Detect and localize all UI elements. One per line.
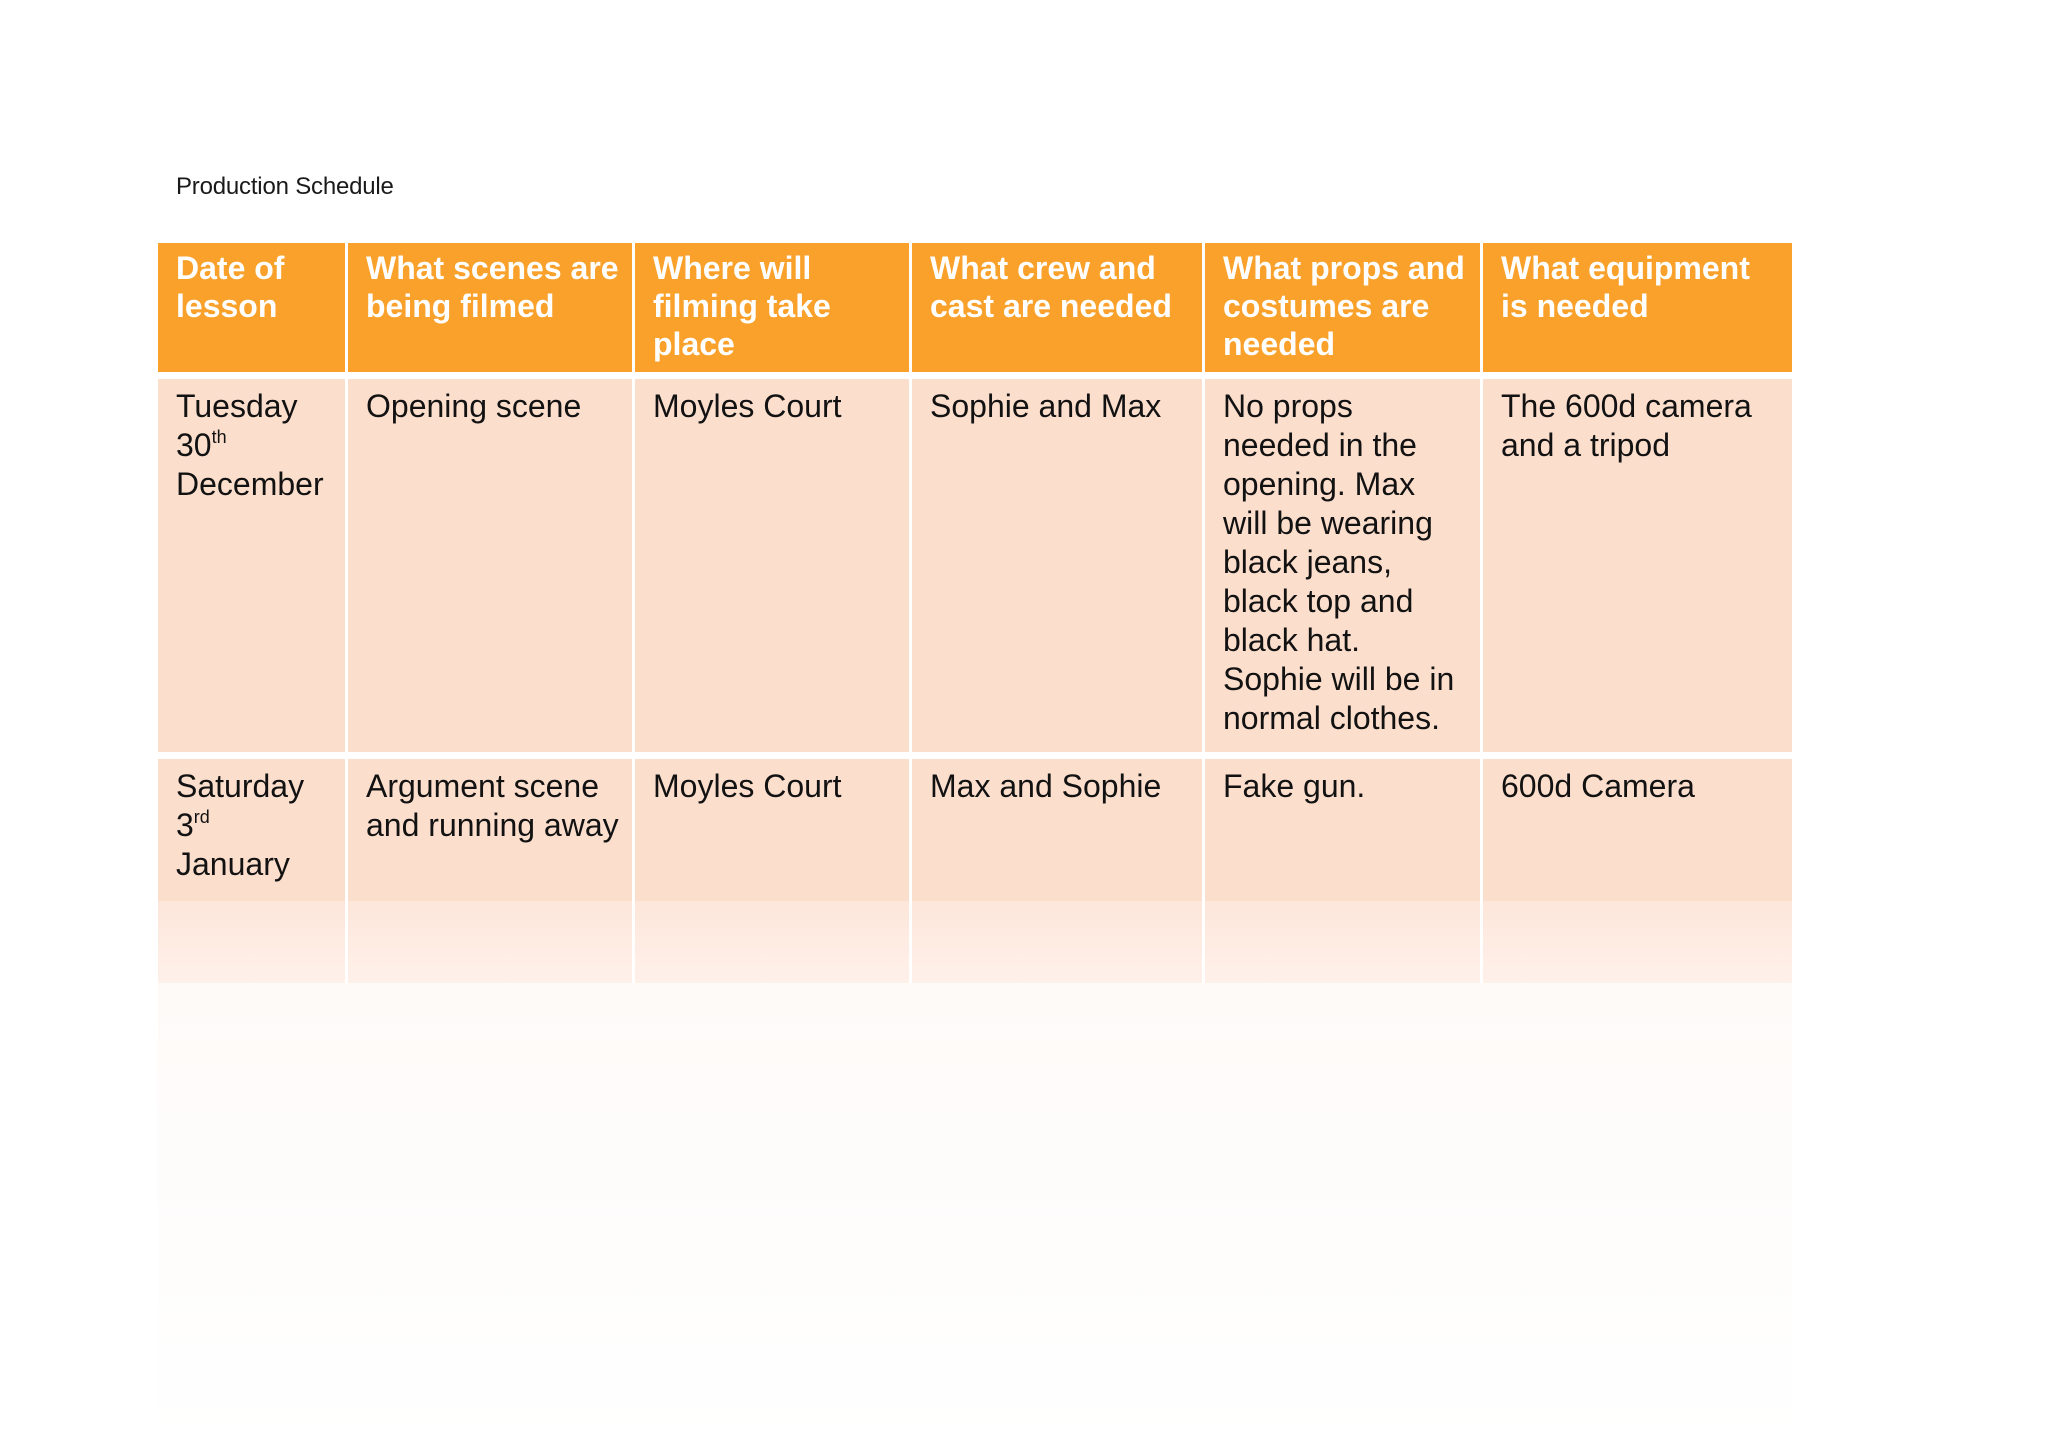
cell-empty <box>348 901 635 983</box>
table-row: Saturday 3rd January Argument scene and ru… <box>158 759 1792 901</box>
cell-scene: Opening scene <box>348 379 635 759</box>
cell-props: No props needed in the opening. Max will… <box>1205 379 1483 759</box>
cell-date: Tuesday 30th December <box>158 379 348 759</box>
cell-crew: Max and Sophie <box>912 759 1205 901</box>
cell-empty <box>912 901 1205 983</box>
cell-equipment: The 600d camera and a tripod <box>1483 379 1792 759</box>
document-title: Production Schedule <box>176 173 394 200</box>
table-reflection <box>158 980 1792 1448</box>
cell-empty <box>1483 901 1792 983</box>
production-schedule-table: Date of lesson What scenes are being fil… <box>158 243 1792 983</box>
date-suffix: rd <box>193 807 210 827</box>
cell-empty <box>1205 901 1483 983</box>
cell-crew: Sophie and Max <box>912 379 1205 759</box>
cell-location: Moyles Court <box>635 379 912 759</box>
header-crew: What crew and cast are needed <box>912 243 1205 379</box>
cell-location: Moyles Court <box>635 759 912 901</box>
date-day: 30 <box>176 427 212 463</box>
cell-date: Saturday 3rd January <box>158 759 348 901</box>
date-weekday: Saturday <box>176 768 305 804</box>
table-row-empty <box>158 901 1792 983</box>
table-row: Tuesday 30th December Opening scene Moyles… <box>158 379 1792 759</box>
cell-empty <box>158 901 348 983</box>
date-weekday: Tuesday <box>176 388 298 424</box>
header-location: Where will filming take place <box>635 243 912 379</box>
cell-equipment: 600d Camera <box>1483 759 1792 901</box>
header-props: What props and costumes are needed <box>1205 243 1483 379</box>
header-date: Date of lesson <box>158 243 348 379</box>
header-equipment: What equipment is needed <box>1483 243 1792 379</box>
date-suffix: th <box>211 427 227 447</box>
date-month: December <box>176 466 324 502</box>
date-month: January <box>176 846 290 882</box>
header-scenes: What scenes are being filmed <box>348 243 635 379</box>
cell-empty <box>635 901 912 983</box>
table-header-row: Date of lesson What scenes are being fil… <box>158 243 1792 379</box>
date-day: 3 <box>176 807 194 843</box>
cell-props: Fake gun. <box>1205 759 1483 901</box>
cell-scene: Argument scene and running away <box>348 759 635 901</box>
